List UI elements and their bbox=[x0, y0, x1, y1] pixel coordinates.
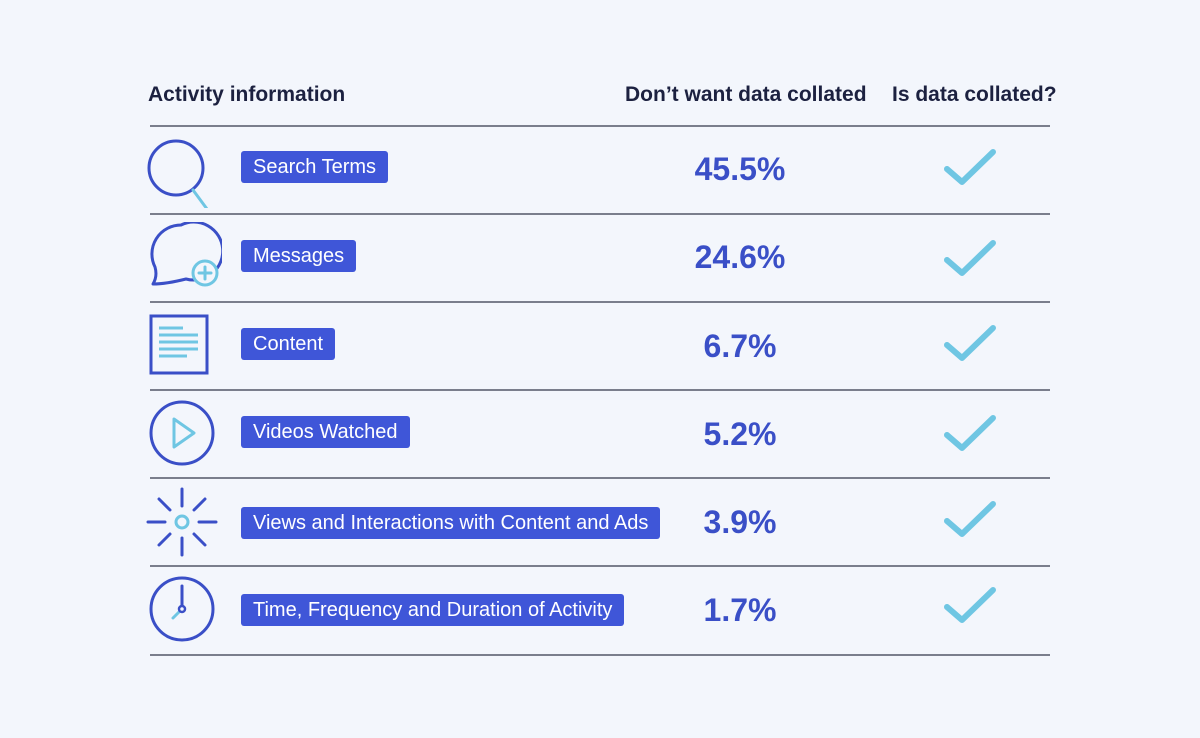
table-row: Content 6.7% bbox=[149, 302, 1050, 390]
header-divider bbox=[150, 125, 1050, 127]
clock-icon bbox=[146, 576, 222, 652]
activity-label: Messages bbox=[241, 240, 357, 272]
activity-label: Content bbox=[241, 328, 336, 360]
search-icon bbox=[146, 132, 222, 208]
table-row: Videos Watched 5.2% bbox=[149, 390, 1050, 478]
percent-value: 1.7% bbox=[703, 592, 777, 628]
check-icon bbox=[943, 414, 999, 454]
check-icon bbox=[943, 500, 999, 540]
message-add-icon bbox=[146, 222, 222, 298]
sparkle-icon bbox=[146, 484, 222, 560]
check-icon bbox=[943, 586, 999, 626]
percent-value: 24.6% bbox=[694, 239, 786, 275]
table-row: Messages 24.6% bbox=[150, 214, 1050, 302]
table-row: Search Terms 45.5% bbox=[147, 126, 1050, 214]
header-is-data-collated: Is data collated? bbox=[892, 83, 1057, 106]
table-header: Activity information Don’t want data col… bbox=[148, 80, 1057, 110]
check-icon bbox=[943, 148, 999, 188]
percent-value: 45.5% bbox=[694, 151, 786, 187]
play-icon bbox=[146, 400, 222, 476]
header-activity-information: Activity information bbox=[148, 83, 346, 106]
percent-value: 3.9% bbox=[703, 504, 777, 540]
activity-table: Activity information Don’t want data col… bbox=[146, 0, 1057, 738]
row-divider bbox=[150, 477, 1050, 479]
row-divider bbox=[150, 213, 1050, 215]
activity-label: Time, Frequency and Duration of Activity bbox=[241, 594, 625, 626]
percent-value: 5.2% bbox=[703, 416, 777, 452]
bottom-divider bbox=[150, 654, 1050, 656]
row-divider bbox=[150, 389, 1050, 391]
header-dont-want-collated: Don’t want data collated bbox=[625, 83, 867, 106]
check-icon bbox=[943, 239, 999, 279]
table-row: Time, Frequency and Duration of Activity… bbox=[149, 566, 1050, 654]
row-divider bbox=[150, 565, 1050, 567]
activity-label: Views and Interactions with Content and … bbox=[241, 507, 661, 539]
row-divider bbox=[150, 301, 1050, 303]
activity-label: Videos Watched bbox=[241, 416, 410, 448]
activity-label: Search Terms bbox=[241, 151, 389, 183]
document-icon bbox=[146, 314, 222, 390]
check-icon bbox=[943, 324, 999, 364]
percent-value: 6.7% bbox=[703, 328, 777, 364]
table-row: Views and Interactions with Content and … bbox=[146, 478, 1050, 566]
